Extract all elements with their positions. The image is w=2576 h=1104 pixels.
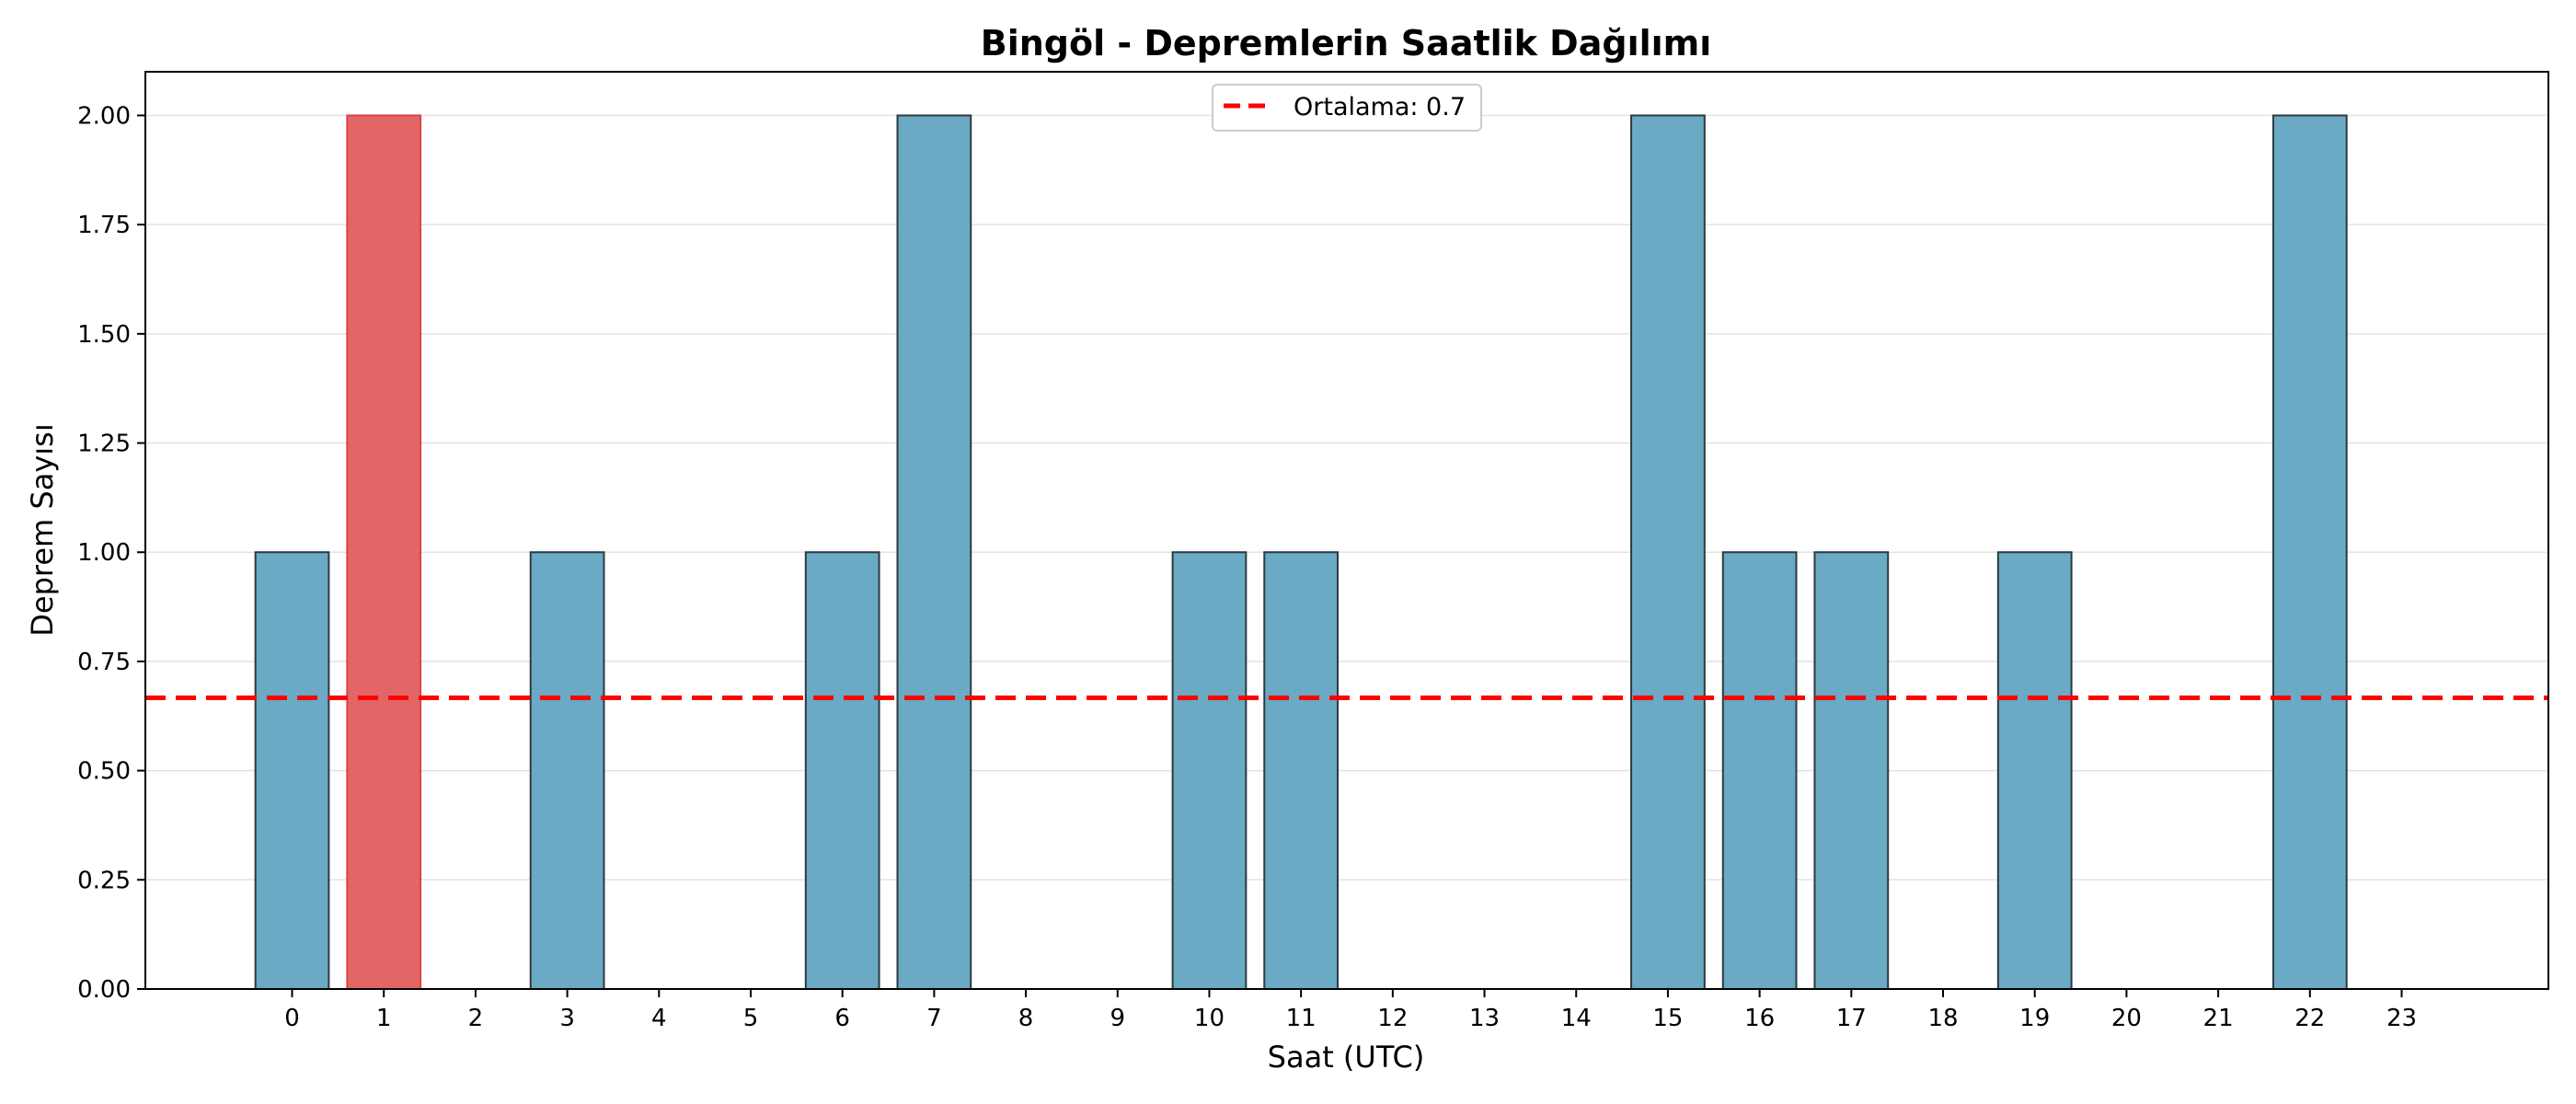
x-tick-label: 10 (1194, 1005, 1225, 1032)
x-tick-label: 1 (376, 1005, 392, 1032)
x-tick-label: 15 (1652, 1005, 1683, 1032)
y-tick-label: 1.50 (77, 321, 131, 349)
legend-box (1212, 84, 1482, 132)
x-tick-label: 14 (1561, 1005, 1592, 1032)
y-axis-ticks: 0.00 0.25 0.50 0.75 1.00 1.25 1.50 1.75 2.00 (77, 102, 145, 1004)
x-tick-label: 16 (1744, 1005, 1775, 1032)
x-tick-label: 12 (1377, 1005, 1408, 1032)
bar-hour-19 (1996, 551, 2073, 990)
legend-mean-label: Ortalama: 0.7 (1294, 93, 1466, 121)
x-tick-label: 18 (1927, 1005, 1958, 1032)
bar-hour-11 (1263, 551, 1340, 990)
y-tick-label: 1.00 (77, 539, 131, 567)
bar-hour-7 (896, 114, 972, 990)
bar-hour-22 (2271, 114, 2348, 990)
y-tick-label: 0.00 (77, 976, 131, 1004)
bar-hour-3 (529, 551, 605, 990)
y-axis-label: Deprem Sayısı (25, 423, 60, 636)
x-tick-label: 5 (743, 1005, 759, 1032)
x-tick-label: 20 (2111, 1005, 2142, 1032)
bars (254, 114, 2348, 990)
x-tick-label: 9 (1110, 1005, 1125, 1032)
bar-hour-16 (1721, 551, 1798, 990)
x-tick-label: 19 (2019, 1005, 2050, 1032)
x-tick-label: 0 (284, 1005, 300, 1032)
y-tick-label: 0.50 (77, 758, 131, 786)
x-tick-label: 3 (559, 1005, 575, 1032)
bar-hour-15 (1630, 114, 1706, 990)
x-tick-label: 17 (1836, 1005, 1867, 1032)
bar-hour-6 (804, 551, 880, 990)
bar-hour-1 (346, 114, 422, 990)
x-tick-label: 23 (2386, 1005, 2417, 1032)
x-tick-label: 4 (651, 1005, 667, 1032)
y-tick-label: 1.25 (77, 431, 131, 458)
plot-area-frame (144, 71, 2549, 990)
y-tick-label: 0.75 (77, 649, 131, 676)
x-tick-label: 2 (468, 1005, 484, 1032)
y-tick-label: 0.25 (77, 867, 131, 894)
y-gridlines (145, 114, 2548, 990)
x-axis-label: Saat (UTC) (1268, 1040, 1425, 1075)
bar-hour-0 (254, 551, 330, 990)
bar-hour-10 (1171, 551, 1248, 990)
x-axis-ticks: 0 1 2 3 4 5 6 7 8 9 10 11 12 13 14 15 16 17 18 19 20 21 22 23 (284, 989, 2417, 1032)
chart-title: Bingöl - Depremlerin Saatlik Dağılımı (981, 23, 1712, 63)
x-tick-label: 11 (1286, 1005, 1317, 1032)
legend: Ortalama: 0.7 (1212, 84, 1482, 132)
bar-hour-17 (1813, 551, 1890, 990)
x-tick-label: 6 (834, 1005, 850, 1032)
x-tick-label: 8 (1018, 1005, 1034, 1032)
x-tick-label: 22 (2294, 1005, 2325, 1032)
x-tick-label: 13 (1469, 1005, 1500, 1032)
x-tick-label: 7 (926, 1005, 942, 1032)
y-tick-label: 1.75 (77, 212, 131, 239)
x-tick-label: 21 (2203, 1005, 2234, 1032)
y-tick-label: 2.00 (77, 102, 131, 130)
